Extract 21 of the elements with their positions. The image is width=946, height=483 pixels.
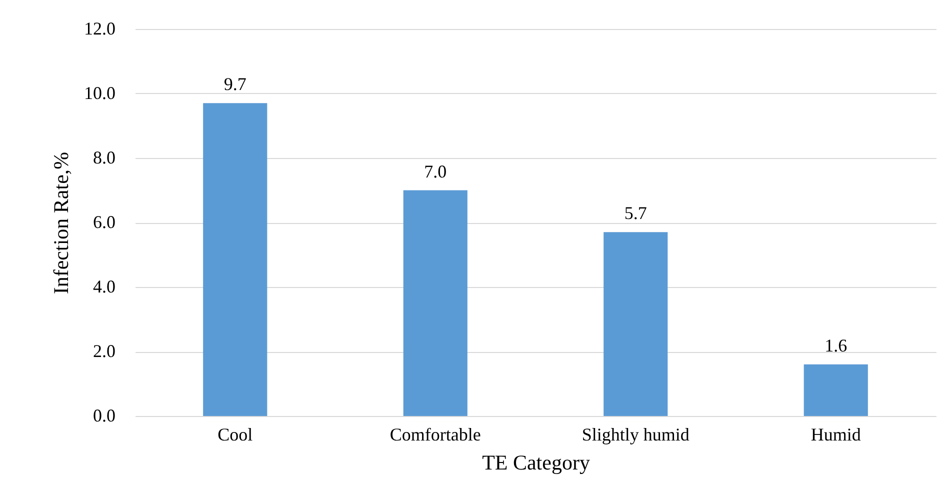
y-tick-label: 10.0 [84, 83, 116, 103]
x-tick-label: Comfortable [390, 424, 481, 444]
data-label: 9.7 [224, 74, 246, 94]
bar [403, 190, 468, 416]
data-label: 5.7 [624, 203, 647, 224]
y-tick-label: 4.0 [93, 276, 116, 296]
x-tick-label: Humid [810, 424, 861, 444]
bar [604, 232, 668, 416]
y-axis-title: Infection Rate,% [49, 152, 73, 294]
y-tick-label: 2.0 [93, 341, 116, 361]
data-label: 1.6 [824, 335, 848, 356]
x-axis-title: TE Category [482, 450, 590, 474]
x-tick-label: Cool [218, 424, 253, 444]
y-tick-label: 12.0 [84, 18, 116, 38]
y-tick-label: 6.0 [93, 212, 116, 232]
y-tick-label: 8.0 [93, 148, 116, 168]
bar [804, 364, 868, 416]
bar [203, 103, 268, 416]
data-label: 7.0 [424, 161, 447, 182]
x-tick-label: Slightly humid [582, 424, 690, 444]
y-tick-label: 0.0 [93, 406, 116, 426]
